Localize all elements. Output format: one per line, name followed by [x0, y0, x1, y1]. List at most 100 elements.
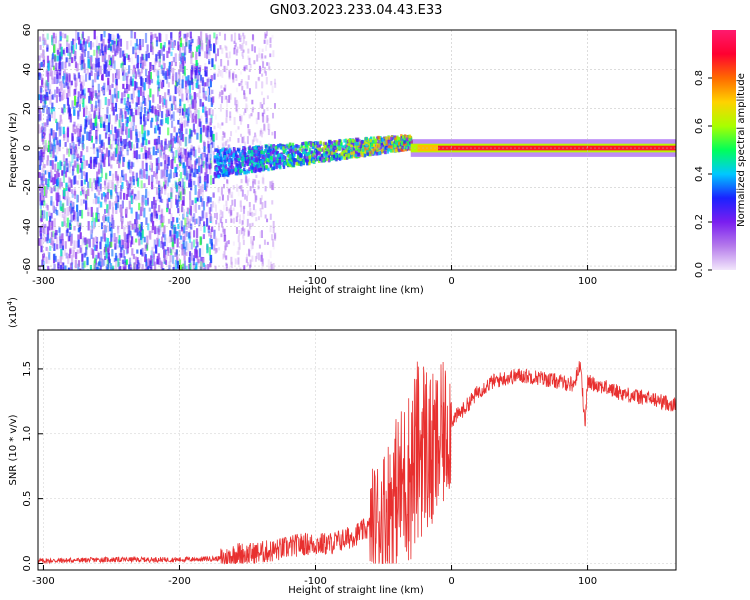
snr-scale-label: (x104) [6, 297, 19, 328]
signal-pixel [365, 143, 368, 148]
noise-speckle [223, 95, 226, 101]
noise-speckle [107, 150, 111, 157]
signal-pixel [300, 162, 303, 167]
noise-speckle [264, 214, 267, 219]
noise-speckle [181, 107, 185, 116]
signal-pixel [271, 150, 275, 154]
noise-speckle [201, 184, 204, 193]
noise-speckle [129, 177, 132, 182]
signal-pixel [293, 152, 296, 156]
noise-speckle [242, 32, 245, 37]
noise-speckle [94, 116, 97, 127]
noise-speckle [174, 85, 178, 95]
noise-speckle [73, 74, 77, 81]
noise-speckle [82, 107, 86, 117]
signal-pixel [246, 162, 249, 167]
noise-speckle [244, 194, 247, 200]
noise-speckle [171, 138, 174, 148]
noise-speckle [251, 255, 254, 262]
noise-speckle [68, 73, 71, 83]
noise-speckle [46, 109, 49, 115]
noise-speckle [235, 49, 238, 56]
noise-speckle [95, 69, 99, 76]
noise-speckle [96, 183, 99, 192]
noise-speckle [202, 201, 206, 211]
signal-pixel [338, 138, 341, 143]
noise-speckle [210, 160, 213, 169]
noise-speckle [186, 32, 189, 38]
noise-speckle [170, 159, 173, 169]
noise-speckle [97, 66, 100, 77]
noise-speckle [181, 244, 184, 250]
noise-speckle [82, 189, 85, 195]
signal-pixel [224, 165, 228, 170]
noise-speckle [213, 212, 216, 219]
noise-speckle [215, 36, 218, 40]
signal-pixel [229, 169, 232, 173]
signal-pixel [318, 147, 321, 151]
signal-pixel [265, 165, 268, 169]
signal-pixel [226, 173, 230, 178]
noise-speckle [208, 231, 211, 237]
signal-pixel [355, 150, 358, 155]
noise-speckle [251, 242, 254, 250]
signal-pixel [344, 138, 348, 143]
noise-speckle [106, 185, 109, 195]
noise-speckle [224, 84, 227, 91]
noise-speckle [264, 200, 267, 208]
noise-speckle [106, 237, 110, 248]
noise-speckle [52, 149, 55, 159]
noise-speckle [83, 159, 86, 169]
noise-speckle [239, 116, 242, 122]
noise-speckle [210, 242, 213, 250]
noise-speckle [249, 223, 252, 230]
signal-pixel [314, 148, 317, 153]
noise-speckle [44, 39, 47, 45]
noise-speckle [162, 215, 165, 224]
noise-speckle [202, 221, 206, 227]
signal-pixel [250, 156, 254, 160]
noise-speckle [221, 211, 224, 219]
noise-speckle [140, 147, 143, 153]
signal-pixel [286, 146, 290, 150]
signal-pixel [257, 165, 260, 170]
noise-speckle [102, 214, 106, 224]
noise-speckle [215, 212, 218, 220]
noise-speckle [41, 224, 44, 233]
noise-speckle [222, 253, 225, 260]
noise-speckle [219, 45, 222, 50]
signal-pixel [335, 141, 339, 146]
signal-pixel [405, 135, 408, 139]
noise-speckle [223, 141, 226, 149]
noise-speckle [77, 72, 80, 79]
noise-speckle [250, 243, 253, 251]
signal-pixel [251, 161, 254, 166]
signal-pixel [289, 142, 292, 146]
signal-pixel [353, 139, 356, 144]
noise-speckle [80, 180, 83, 187]
x-tick-label: -200 [168, 276, 191, 287]
noise-speckle [209, 175, 213, 185]
noise-speckle [137, 96, 140, 106]
signal-pixel [260, 165, 263, 169]
noise-speckle [180, 122, 184, 132]
noise-speckle [177, 41, 180, 51]
noise-speckle [44, 83, 47, 92]
noise-speckle [269, 181, 272, 189]
noise-speckle [198, 84, 201, 94]
noise-speckle [196, 258, 199, 264]
noise-speckle [129, 127, 132, 138]
noise-speckle [169, 230, 172, 237]
noise-speckle [91, 85, 95, 93]
signal-pixel [327, 155, 330, 159]
noise-speckle [249, 259, 252, 268]
signal-pixel [329, 148, 333, 153]
noise-speckle [97, 106, 100, 116]
noise-speckle [264, 71, 267, 76]
noise-speckle [180, 203, 184, 213]
noise-speckle [193, 180, 196, 186]
noise-speckle [105, 125, 108, 135]
noise-speckle [213, 64, 216, 70]
noise-speckle [141, 160, 144, 169]
noise-speckle [245, 64, 248, 70]
